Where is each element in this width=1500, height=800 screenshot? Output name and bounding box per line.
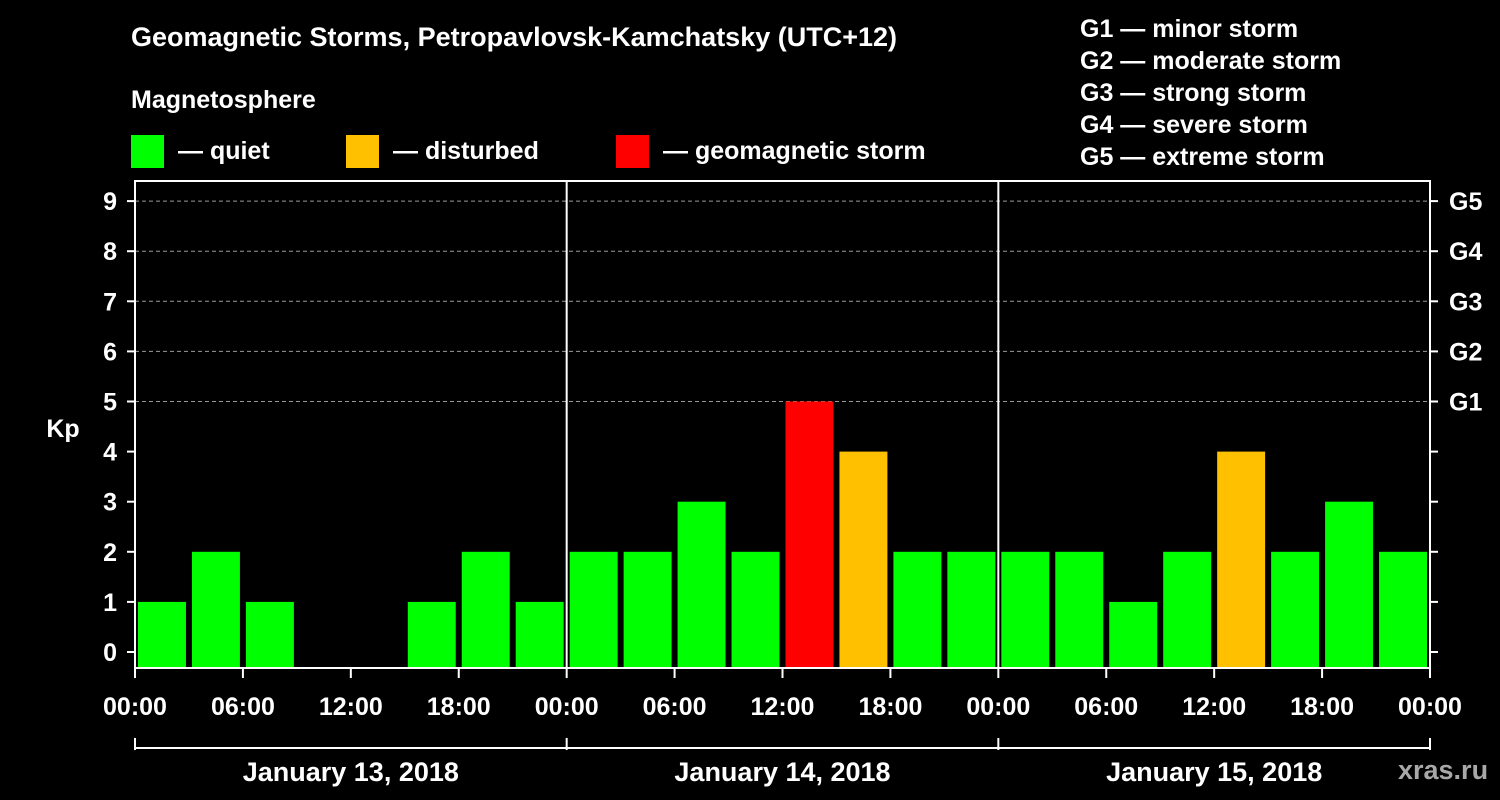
kp-bar — [138, 601, 186, 668]
g-level-label: G1 — [1449, 389, 1482, 417]
g-level-label: G4 — [1449, 238, 1482, 266]
storm-level-g1: G1 — minor storm — [1080, 15, 1299, 43]
kp-bar — [515, 601, 564, 668]
y-tick-label: 9 — [103, 188, 117, 216]
legend-label-quiet: — quiet — [178, 136, 270, 165]
g-level-label: G3 — [1449, 288, 1482, 316]
magnetosphere-label: Magnetosphere — [131, 86, 316, 114]
kp-bar — [677, 501, 726, 668]
kp-bar — [893, 551, 942, 668]
y-tick-label: 7 — [103, 288, 117, 316]
legend-storm: — geomagnetic storm — [616, 134, 926, 168]
kp-bar — [1055, 551, 1104, 668]
x-tick-label: 12:00 — [1182, 693, 1246, 721]
kp-bar — [1271, 551, 1320, 668]
kp-bar — [1001, 551, 1050, 668]
storm-level-g5: G5 — extreme storm — [1080, 143, 1325, 171]
kp-bar — [461, 551, 510, 668]
y-tick-label: 1 — [103, 589, 117, 617]
g-level-label: G2 — [1449, 338, 1482, 366]
chart-title: Geomagnetic Storms, Petropavlovsk-Kamcha… — [131, 22, 898, 52]
x-tick-label: 18:00 — [427, 693, 491, 721]
kp-bar — [569, 551, 618, 668]
storm-level-g4: G4 — severe storm — [1080, 111, 1308, 139]
day-label: January 13, 2018 — [243, 757, 459, 787]
y-tick-label: 8 — [103, 238, 117, 266]
g-level-label: G5 — [1449, 188, 1482, 216]
y-tick-label: 6 — [103, 338, 117, 366]
y-tick-label: 2 — [103, 539, 117, 567]
legend-swatch-storm — [616, 134, 649, 168]
x-tick-label: 00:00 — [966, 693, 1030, 721]
legend-label-storm: — geomagnetic storm — [663, 136, 926, 165]
storm-level-g2: G2 — moderate storm — [1080, 47, 1342, 75]
kp-bar — [407, 601, 456, 668]
x-tick-label: 18:00 — [1290, 693, 1354, 721]
kp-bar — [191, 551, 240, 668]
legend-swatch-disturbed — [346, 134, 379, 168]
legend-quiet: — quiet — [131, 134, 270, 168]
kp-bar — [1163, 551, 1212, 668]
kp-bar — [1379, 551, 1427, 668]
x-tick-label: 06:00 — [211, 693, 275, 721]
y-tick-label: 4 — [103, 439, 117, 467]
kp-bar — [731, 551, 780, 668]
kp-bar — [245, 601, 294, 668]
legend-swatch-quiet — [131, 134, 164, 168]
x-tick-label: 00:00 — [1398, 693, 1462, 721]
storm-level-g3: G3 — strong storm — [1080, 79, 1307, 107]
x-tick-label: 06:00 — [1074, 693, 1138, 721]
x-tick-label: 12:00 — [319, 693, 383, 721]
legend-label-disturbed: — disturbed — [393, 136, 539, 165]
x-tick-label: 00:00 — [103, 693, 167, 721]
kp-bar — [1325, 501, 1374, 668]
x-tick-label: 00:00 — [535, 693, 599, 721]
kp-bar — [623, 551, 672, 668]
y-axis-label: Kp — [46, 415, 79, 443]
kp-bar — [785, 401, 834, 668]
kp-bar — [1217, 451, 1266, 668]
legend-disturbed: — disturbed — [346, 134, 539, 168]
x-tick-label: 06:00 — [643, 693, 707, 721]
y-tick-label: 5 — [103, 389, 117, 417]
x-tick-label: 18:00 — [858, 693, 922, 721]
y-tick-label: 0 — [103, 639, 117, 667]
day-label: January 14, 2018 — [674, 757, 890, 787]
kp-bar — [839, 451, 888, 668]
x-tick-label: 12:00 — [751, 693, 815, 721]
kp-bar — [947, 551, 996, 668]
kp-bar — [1109, 601, 1158, 668]
y-tick-label: 3 — [103, 489, 117, 517]
watermark: xras.ru — [1398, 755, 1489, 785]
storm-level-list: G1 — minor storm G2 — moderate storm G3 … — [1080, 13, 1341, 173]
day-label: January 15, 2018 — [1106, 757, 1322, 787]
